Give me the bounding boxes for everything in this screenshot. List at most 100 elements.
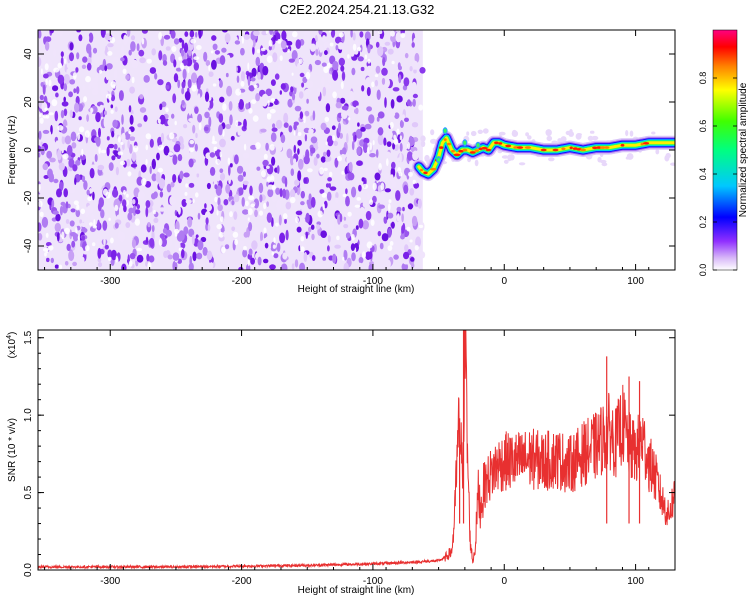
snr-x-tick-label: -200	[232, 576, 252, 587]
noise-gap	[362, 183, 369, 189]
noise-gap	[367, 58, 371, 64]
noise-blob	[259, 194, 263, 203]
noise-gap	[48, 112, 54, 116]
noise-gap	[128, 130, 132, 135]
ridge-peak	[451, 149, 455, 153]
noise-blob	[123, 205, 127, 213]
ridge-peak	[640, 142, 644, 146]
noise-blob	[177, 258, 183, 264]
noise-blob	[215, 185, 222, 197]
ridge-peak	[620, 143, 625, 147]
noise-blob	[75, 209, 81, 218]
spectrogram-x-label: Height of straight line (km)	[298, 284, 415, 295]
noise-blob	[209, 166, 216, 176]
noise-blob	[247, 39, 254, 48]
noise-gap	[374, 74, 379, 78]
noise-blob	[74, 102, 80, 113]
noise-blob	[303, 251, 308, 263]
noise-gap	[188, 147, 195, 153]
noise-gap	[169, 132, 175, 140]
noise-blob	[411, 262, 415, 269]
snr-y-label: SNR (10 * v/v)	[7, 418, 18, 482]
noise-blob	[265, 88, 273, 97]
noise-blob	[358, 262, 363, 270]
noise-blob	[368, 263, 373, 270]
noise-blob	[121, 263, 127, 270]
noise-blob	[297, 139, 302, 146]
noise-blob	[181, 199, 187, 207]
snr-axes-box	[37, 329, 676, 571]
noise-blob	[183, 226, 189, 235]
noise-blob	[218, 124, 223, 136]
noise-blob	[377, 230, 382, 237]
noise-gap	[366, 241, 373, 249]
noise-gap	[77, 235, 80, 240]
noise-blob	[258, 182, 264, 194]
noise-blob	[325, 103, 331, 113]
noise-gap	[109, 37, 116, 44]
noise-blob	[55, 92, 59, 98]
noise-blob	[143, 114, 148, 122]
noise-blob	[121, 132, 126, 143]
noise-blob	[411, 215, 418, 227]
noise-blob	[172, 154, 178, 165]
noise-blob	[338, 122, 341, 133]
noise-blob	[399, 120, 404, 128]
noise-gap	[110, 237, 114, 244]
noise-gap	[393, 134, 397, 140]
noise-blob	[384, 41, 391, 46]
noise-blob	[297, 148, 300, 155]
noise-blob	[347, 112, 354, 117]
noise-blob	[297, 170, 302, 182]
noise-blob	[181, 249, 185, 259]
noise-blob	[214, 184, 218, 190]
noise-blob	[230, 147, 234, 153]
noise-blob	[285, 229, 289, 241]
noise-blob	[280, 83, 286, 90]
noise-blob	[97, 164, 105, 171]
noise-blob	[229, 163, 233, 168]
noise-blob	[300, 190, 305, 199]
noise-gap	[193, 56, 200, 61]
noise-blob	[121, 114, 124, 125]
noise-blob	[276, 200, 281, 211]
noise-blob	[206, 250, 213, 261]
noise-blob	[368, 251, 373, 260]
noise-blob	[145, 200, 151, 208]
noise-blob	[412, 98, 416, 107]
snr-x-tick-label: 100	[627, 576, 644, 587]
noise-gap	[168, 152, 174, 156]
noise-blob	[79, 256, 85, 263]
noise-blob	[345, 195, 350, 207]
noise-blob	[417, 198, 422, 209]
noise-blob	[212, 43, 218, 50]
noise-blob	[355, 107, 359, 115]
noise-gap	[195, 192, 199, 198]
noise-blob	[331, 125, 336, 130]
noise-blob	[410, 257, 415, 262]
noise-blob	[204, 111, 210, 119]
noise-blob	[359, 207, 365, 212]
noise-blob	[255, 93, 260, 102]
ridge-peak	[430, 167, 437, 171]
noise-gap	[270, 98, 276, 102]
noise-blob	[325, 156, 329, 163]
noise-blob	[171, 113, 175, 119]
noise-blob	[297, 63, 301, 70]
noise-gap	[39, 113, 42, 118]
noise-gap	[240, 80, 245, 87]
noise-gap	[378, 30, 383, 35]
noise-blob	[198, 30, 202, 39]
noise-blob	[53, 49, 56, 58]
noise-blob	[233, 211, 238, 220]
noise-gap	[120, 141, 124, 145]
noise-gap	[180, 62, 184, 71]
noise-blob	[321, 76, 325, 86]
noise-blob	[55, 213, 61, 222]
ridge-haze	[597, 156, 602, 163]
noise-blob	[163, 145, 170, 156]
noise-gap	[134, 218, 140, 226]
noise-blob	[57, 149, 62, 161]
noise-gap	[44, 63, 49, 71]
noise-gap	[229, 211, 233, 218]
